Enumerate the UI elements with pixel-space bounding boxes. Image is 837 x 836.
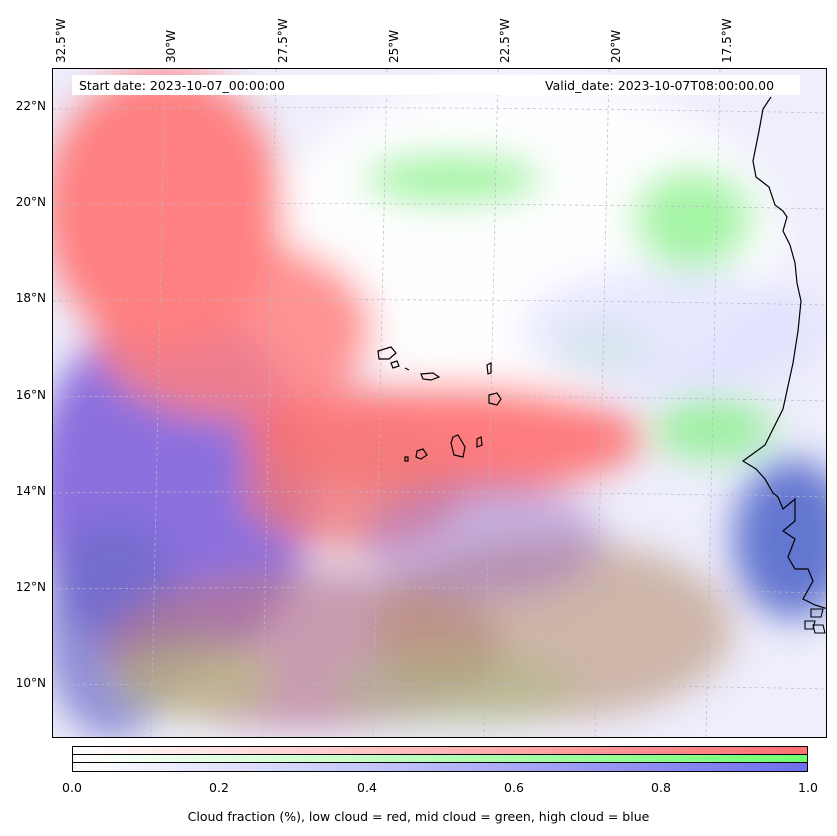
colorbar-high-cloud <box>72 762 808 772</box>
valid-date-label: Valid_date: 2023-10-07T08:00:00.00 <box>545 78 775 93</box>
lon-label-22-5w: 22.5°W <box>498 18 512 63</box>
colorbar-tick: 0.8 <box>651 780 671 795</box>
lon-label-30w: 30°W <box>164 29 178 63</box>
date-banner <box>72 75 800 95</box>
cloud-fraction-colorbar <box>72 746 808 772</box>
lat-label-16n: 16°N <box>15 388 46 402</box>
lat-label-14n: 14°N <box>15 484 46 498</box>
colorbar-tick: 0.4 <box>357 780 377 795</box>
colorbar-tick: 0.2 <box>209 780 229 795</box>
lon-label-27-5w: 27.5°W <box>276 18 290 63</box>
lat-label-10n: 10°N <box>15 676 46 690</box>
colorbar-mid-cloud <box>72 754 808 763</box>
graticule <box>53 69 826 737</box>
lon-label-17-5w: 17.5°W <box>720 18 734 63</box>
lon-label-20w: 20°W <box>609 29 623 63</box>
lon-label-25w: 25°W <box>387 29 401 63</box>
cloud-blobs <box>53 69 826 737</box>
lat-label-18n: 18°N <box>15 291 46 305</box>
lat-label-22n: 22°N <box>15 99 46 113</box>
colorbar-tick: 0.6 <box>504 780 524 795</box>
africa-coastline <box>741 96 826 610</box>
cape-verde-islands <box>377 346 502 462</box>
lon-label-32-5w: 32.5°W <box>54 18 68 63</box>
colorbar-low-cloud <box>72 746 808 755</box>
colorbar-tick: 0.0 <box>62 780 82 795</box>
colorbar-caption: Cloud fraction (%), low cloud = red, mid… <box>187 809 650 824</box>
cloud-map <box>52 68 827 738</box>
cloud-field <box>53 69 826 737</box>
lat-label-20n: 20°N <box>15 195 46 209</box>
lat-label-12n: 12°N <box>15 580 46 594</box>
colorbar-tick: 1.0 <box>798 780 818 795</box>
coastal-islands <box>804 608 826 634</box>
start-date-label: Start date: 2023-10-07_00:00:00 <box>79 78 285 93</box>
